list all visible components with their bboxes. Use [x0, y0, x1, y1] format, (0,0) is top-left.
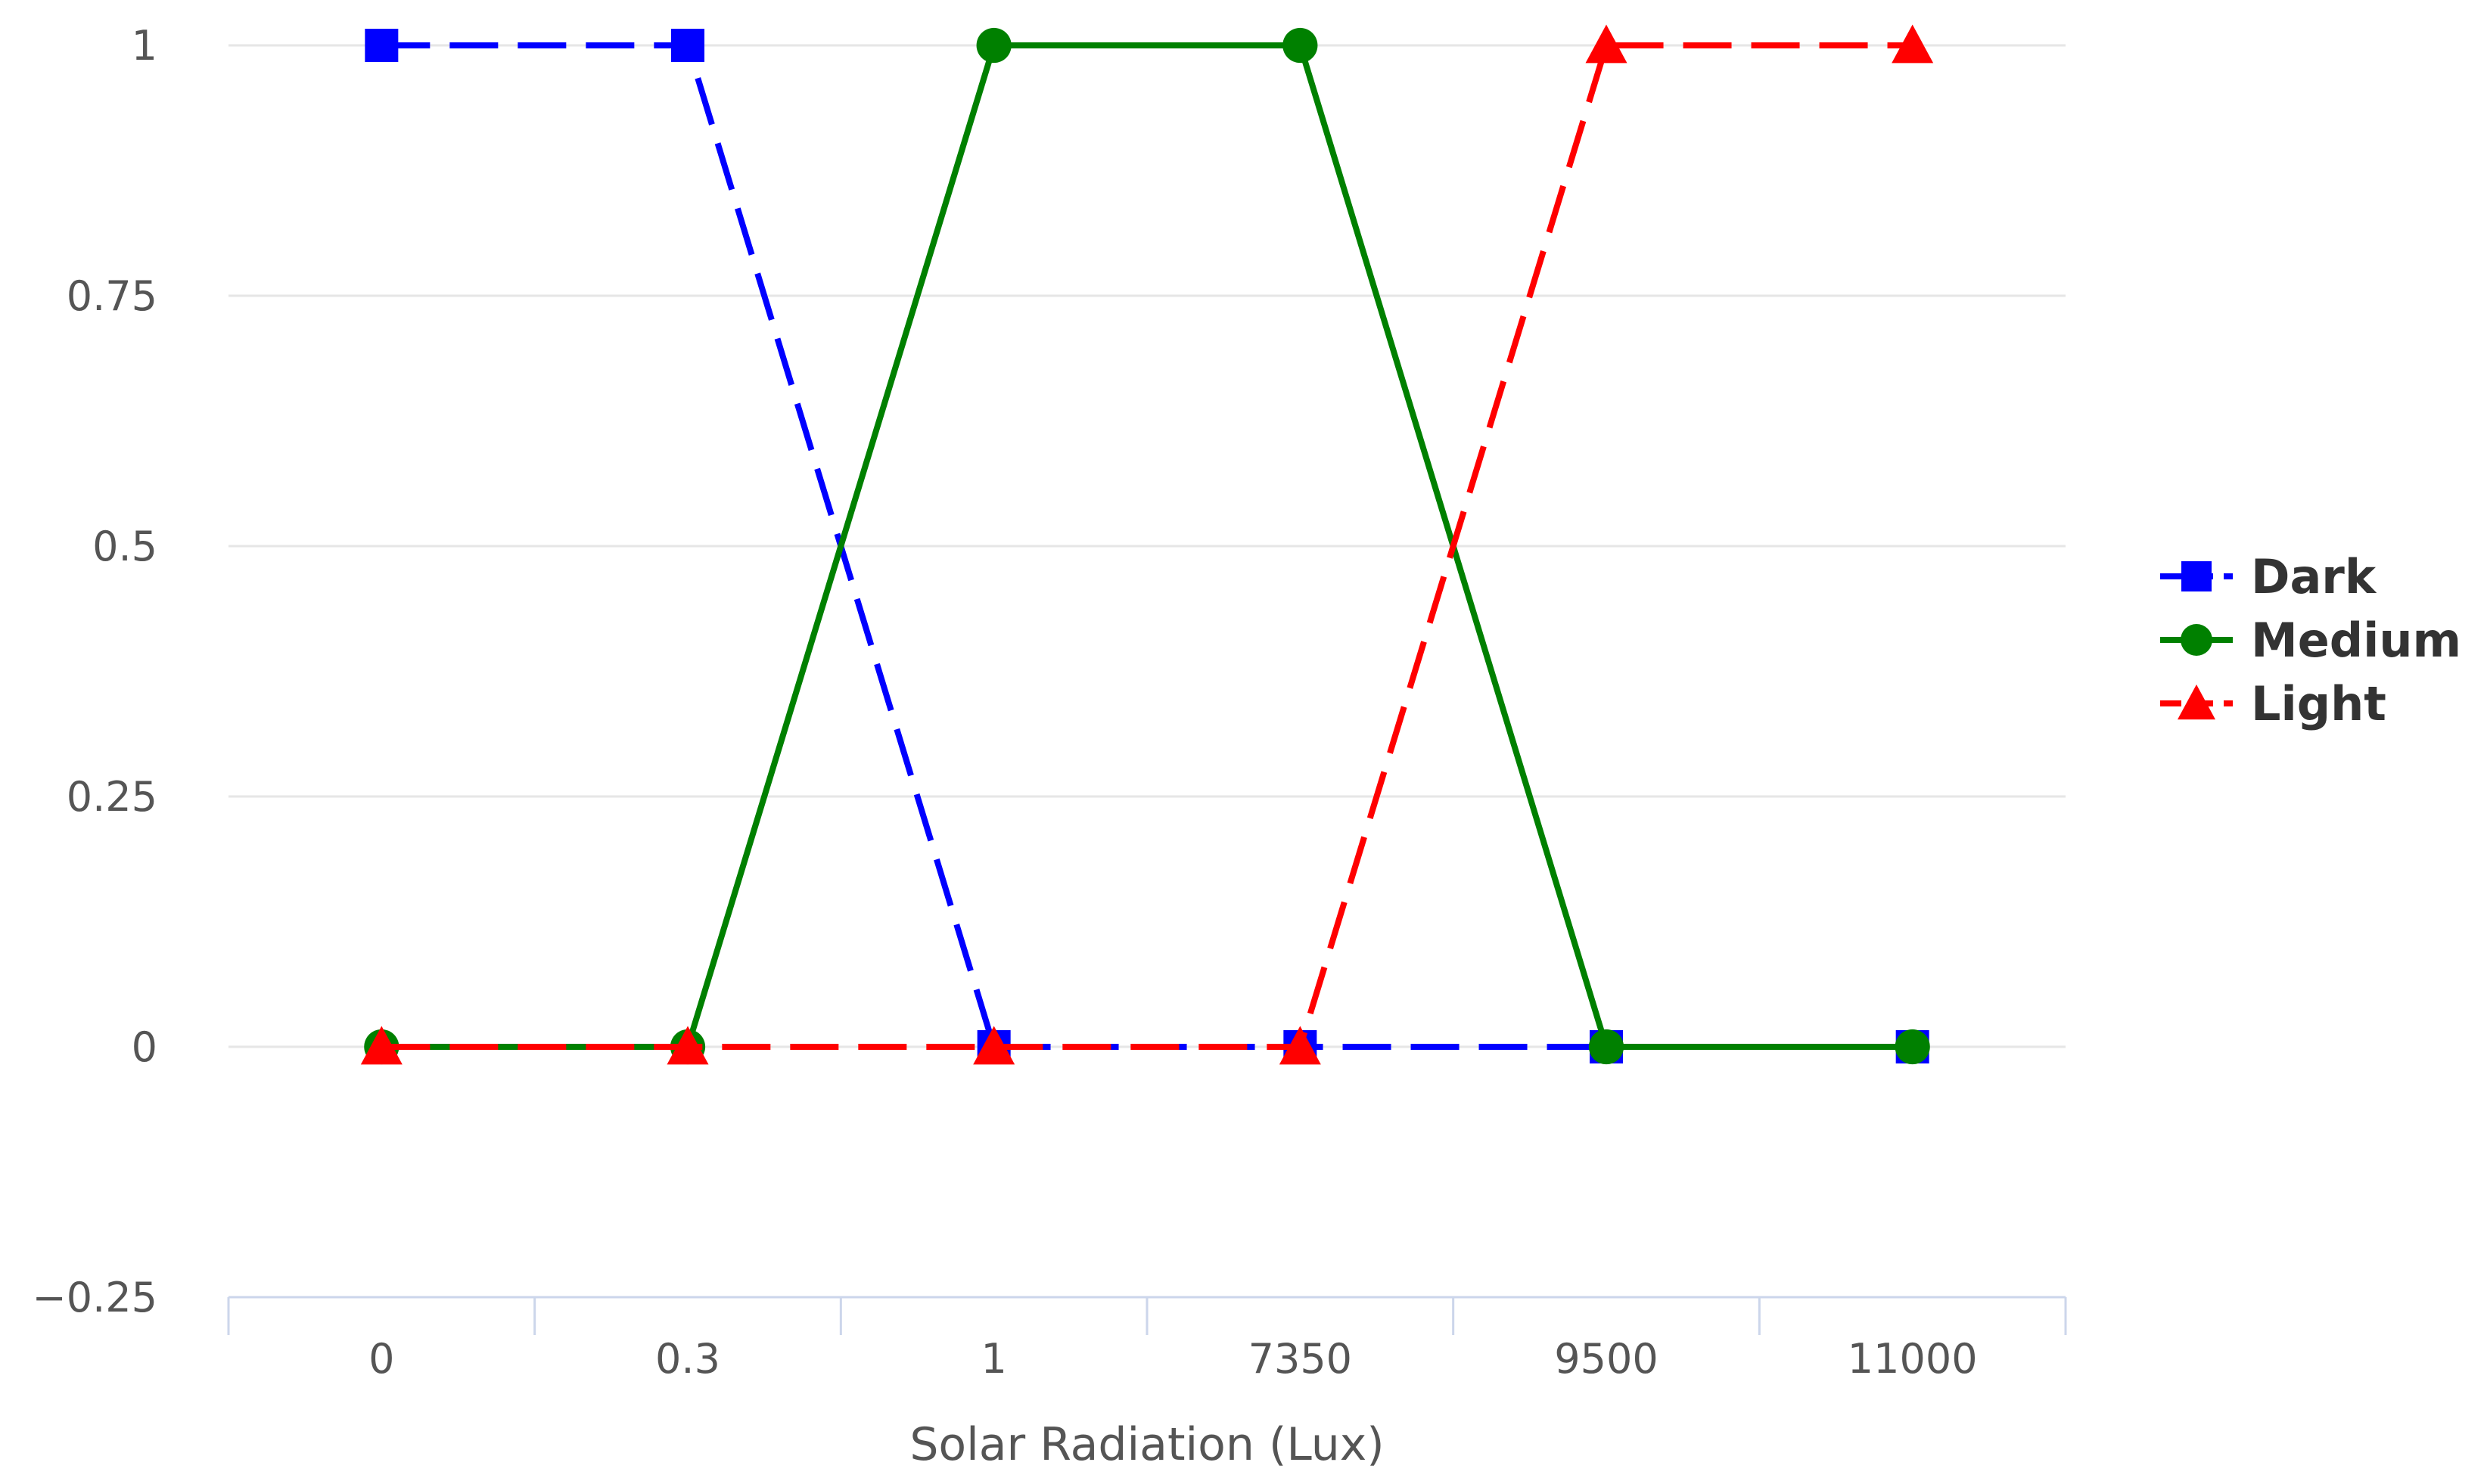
series-line-medium: [381, 42, 1913, 1050]
grid-lines: [228, 44, 2066, 1048]
series-line-light: [381, 42, 1913, 1050]
data-point-light: [973, 1026, 1015, 1065]
data-point-medium: [976, 27, 1012, 64]
x-tick-label: 9500: [1554, 1335, 1658, 1383]
legend-marker: [2181, 561, 2212, 591]
data-point-light: [1585, 24, 1627, 64]
data-point-light: [1279, 1026, 1321, 1065]
legend-item-dark[interactable]: Dark: [2160, 549, 2377, 604]
legend: Dark Medium Light: [2160, 549, 2461, 731]
x-tick-label: 1: [981, 1335, 1006, 1383]
y-tick-label: 0.25: [67, 773, 157, 821]
legend-item-light[interactable]: Light: [2160, 676, 2386, 731]
data-point-light: [1892, 24, 1934, 64]
series-layer: [360, 24, 1934, 1065]
x-axis: [227, 1296, 2067, 1335]
x-tick-label: 7350: [1248, 1335, 1352, 1383]
x-axis-title: Solar Radiation (Lux): [909, 1418, 1384, 1471]
y-tick-label: −0.25: [33, 1274, 157, 1321]
y-tick-label: 1: [132, 22, 157, 70]
data-point-dark: [365, 29, 399, 62]
legend-marker: [2181, 624, 2212, 656]
x-axis-tick-labels: 0 0.3 1 7350 9500 11000: [368, 1335, 1977, 1383]
legend-label: Dark: [2251, 549, 2377, 604]
y-axis-tick-labels: 1 0.75 0.5 0.25 0 −0.25: [33, 22, 157, 1321]
y-tick-label: 0.75: [67, 272, 157, 320]
data-point-medium: [1588, 1029, 1624, 1065]
legend-item-medium[interactable]: Medium: [2160, 613, 2461, 668]
y-tick-label: 0: [132, 1023, 157, 1071]
series-medium: [364, 27, 1930, 1065]
legend-label: Medium: [2251, 613, 2461, 668]
legend-marker: [2178, 685, 2215, 720]
data-point-light: [360, 1026, 403, 1065]
x-tick-label: 0.3: [655, 1335, 720, 1383]
legend-label: Light: [2251, 676, 2386, 731]
data-point-dark: [671, 29, 704, 62]
x-tick-label: 0: [368, 1335, 394, 1383]
data-point-medium: [1895, 1029, 1930, 1065]
x-tick-label: 11000: [1848, 1335, 1978, 1383]
data-point-medium: [1282, 27, 1318, 64]
series-light: [360, 24, 1934, 1065]
data-point-light: [667, 1026, 709, 1065]
y-tick-label: 0.5: [92, 523, 157, 570]
